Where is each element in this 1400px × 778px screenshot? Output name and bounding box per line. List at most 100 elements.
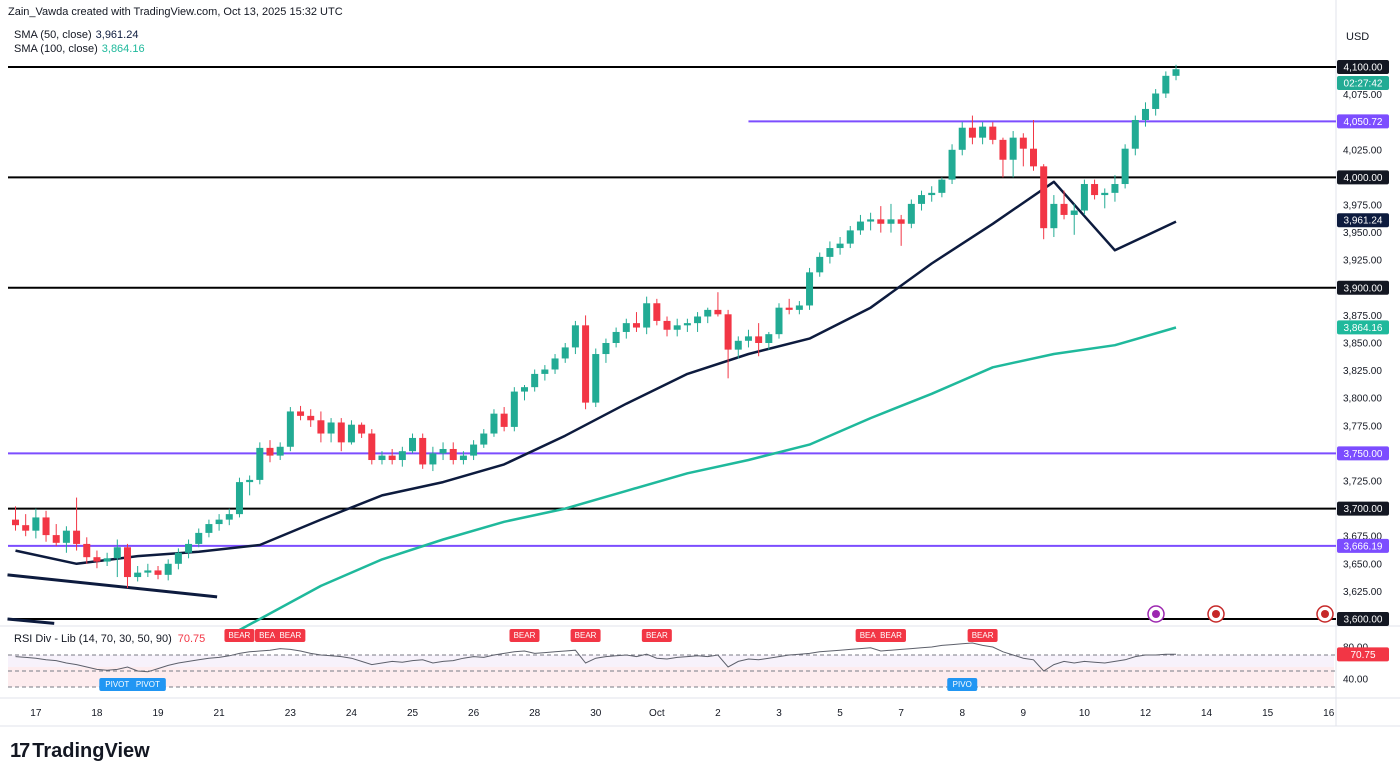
candle-body[interactable]: [673, 325, 681, 330]
candle-body[interactable]: [836, 243, 844, 249]
candle-body[interactable]: [806, 272, 814, 306]
candle-body[interactable]: [439, 448, 447, 454]
candle-body[interactable]: [459, 455, 467, 461]
candle-body[interactable]: [744, 336, 752, 341]
candle-body[interactable]: [103, 558, 111, 562]
candle-body[interactable]: [989, 126, 997, 140]
candle-body[interactable]: [1050, 203, 1058, 229]
candle-body[interactable]: [795, 305, 803, 310]
candle-body[interactable]: [1030, 148, 1037, 167]
candle-body[interactable]: [144, 570, 152, 573]
rsi-legend[interactable]: RSI Div - Lib (14, 70, 30, 50, 90) 70.75: [14, 633, 205, 645]
candle-body[interactable]: [368, 433, 376, 461]
candle-body[interactable]: [1121, 148, 1129, 185]
pivot-signal[interactable]: PIVOT: [99, 678, 136, 691]
candle-body[interactable]: [398, 451, 406, 461]
candle-body[interactable]: [1111, 184, 1119, 193]
candle-body[interactable]: [22, 525, 30, 531]
candle-body[interactable]: [561, 347, 569, 359]
candle-body[interactable]: [704, 309, 712, 317]
candle-body[interactable]: [755, 336, 763, 343]
pivot-signal[interactable]: PIVO: [947, 678, 978, 691]
us-flag-event-icon[interactable]: [1316, 605, 1334, 623]
candle-body[interactable]: [816, 256, 824, 273]
candle-body[interactable]: [826, 248, 834, 257]
pivot-signal[interactable]: PIVOT: [129, 678, 166, 691]
sma50-legend[interactable]: SMA (50, close) 3,961.24: [14, 29, 138, 41]
candle-body[interactable]: [195, 532, 203, 544]
trendline[interactable]: [7, 617, 55, 625]
candle-body[interactable]: [887, 219, 895, 224]
candle-body[interactable]: [83, 543, 91, 558]
candle-body[interactable]: [979, 126, 987, 138]
candle-body[interactable]: [734, 340, 742, 350]
candle-body[interactable]: [337, 422, 345, 443]
candle-body[interactable]: [877, 219, 885, 224]
candle-body[interactable]: [307, 415, 315, 421]
us-flag-event-icon[interactable]: [1207, 605, 1225, 623]
candle-body[interactable]: [185, 543, 193, 553]
candle-body[interactable]: [1131, 119, 1139, 149]
candle-body[interactable]: [123, 547, 131, 578]
sma100-line[interactable]: [238, 326, 1177, 632]
candle-body[interactable]: [592, 354, 600, 403]
candle-body[interactable]: [928, 192, 936, 196]
candle-body[interactable]: [571, 325, 579, 348]
candle-body[interactable]: [1009, 137, 1017, 160]
candle-body[interactable]: [663, 320, 671, 330]
candle-body[interactable]: [643, 303, 651, 328]
candle-body[interactable]: [154, 570, 162, 575]
candle-body[interactable]: [174, 552, 182, 564]
sma100-legend[interactable]: SMA (100, close) 3,864.16: [14, 43, 145, 55]
candle-body[interactable]: [32, 517, 40, 531]
candle-body[interactable]: [1141, 108, 1149, 120]
candle-body[interactable]: [541, 369, 549, 374]
bear-signal[interactable]: BEAR: [875, 629, 906, 642]
candle-body[interactable]: [113, 547, 121, 559]
candle-body[interactable]: [775, 307, 783, 335]
candle-body[interactable]: [500, 413, 508, 427]
candle-body[interactable]: [897, 219, 905, 224]
candle-body[interactable]: [602, 343, 610, 355]
candle-body[interactable]: [419, 437, 427, 465]
tradingview-logo[interactable]: 17 TradingView: [10, 740, 150, 763]
candle-body[interactable]: [653, 303, 661, 321]
bear-signal[interactable]: BEAR: [967, 629, 998, 642]
candle-body[interactable]: [582, 325, 590, 403]
lightning-event-icon[interactable]: [1147, 605, 1165, 623]
candle-body[interactable]: [490, 413, 498, 434]
candle-body[interactable]: [1080, 184, 1088, 211]
candle-body[interactable]: [266, 447, 274, 456]
candle-body[interactable]: [724, 314, 732, 350]
candle-body[interactable]: [521, 387, 528, 392]
currency-label[interactable]: USD: [1346, 31, 1370, 43]
candle-body[interactable]: [225, 514, 233, 520]
candle-body[interactable]: [378, 455, 386, 461]
candle-body[interactable]: [867, 219, 875, 222]
candle-body[interactable]: [551, 358, 559, 370]
candle-body[interactable]: [276, 446, 284, 456]
candle-body[interactable]: [215, 519, 223, 525]
candle-body[interactable]: [470, 444, 478, 456]
candle-body[interactable]: [856, 221, 864, 231]
candle-body[interactable]: [134, 572, 142, 578]
candle-body[interactable]: [256, 447, 264, 480]
candle-body[interactable]: [907, 203, 915, 224]
candle-body[interactable]: [347, 424, 355, 443]
bear-signal[interactable]: BEAR: [224, 629, 255, 642]
candle-body[interactable]: [1162, 75, 1170, 94]
candle-body[interactable]: [388, 455, 396, 461]
candle-body[interactable]: [480, 433, 488, 445]
candle-body[interactable]: [948, 149, 956, 180]
candle-body[interactable]: [205, 524, 213, 533]
bear-signal[interactable]: BEAR: [509, 629, 540, 642]
candle-body[interactable]: [73, 530, 81, 544]
candle-body[interactable]: [510, 391, 518, 427]
candle-body[interactable]: [1172, 69, 1180, 76]
candle-body[interactable]: [765, 334, 773, 343]
candle-body[interactable]: [1060, 203, 1068, 215]
candle-body[interactable]: [938, 179, 946, 193]
bear-signal[interactable]: BEAR: [570, 629, 601, 642]
candle-body[interactable]: [52, 535, 60, 543]
